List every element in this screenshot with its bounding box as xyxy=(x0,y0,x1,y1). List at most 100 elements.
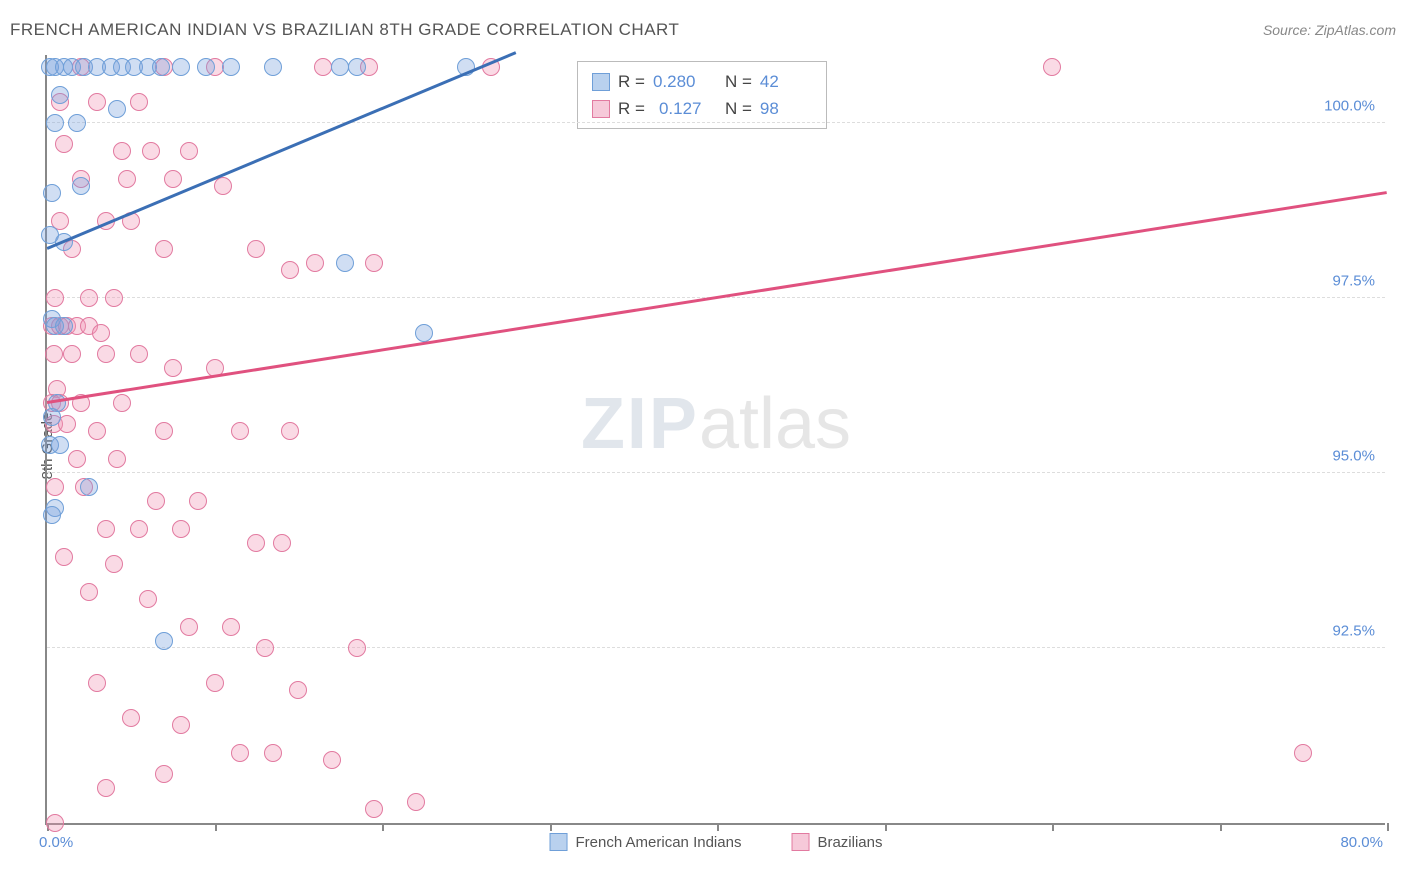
scatter-point xyxy=(68,450,86,468)
scatter-point xyxy=(1043,58,1061,76)
stats-r-value-1: 0.127 xyxy=(653,95,705,122)
scatter-point xyxy=(43,408,61,426)
legend-label-0: French American Indians xyxy=(576,834,742,851)
x-tick xyxy=(1387,823,1389,831)
x-tick xyxy=(215,823,217,831)
scatter-point xyxy=(281,261,299,279)
stats-r-value-0: 0.280 xyxy=(653,68,705,95)
scatter-point xyxy=(172,520,190,538)
scatter-point xyxy=(130,93,148,111)
scatter-point xyxy=(180,142,198,160)
scatter-point xyxy=(51,86,69,104)
scatter-point xyxy=(113,142,131,160)
y-tick-label: 92.5% xyxy=(1332,623,1375,640)
scatter-point xyxy=(314,58,332,76)
scatter-point xyxy=(130,345,148,363)
scatter-point xyxy=(55,317,73,335)
stats-n-label: N = xyxy=(725,68,752,95)
scatter-point xyxy=(92,324,110,342)
scatter-point xyxy=(222,618,240,636)
scatter-point xyxy=(164,170,182,188)
scatter-point xyxy=(130,520,148,538)
scatter-point xyxy=(222,58,240,76)
scatter-point xyxy=(45,345,63,363)
scatter-point xyxy=(336,254,354,272)
gridline-h xyxy=(47,122,1385,123)
scatter-point xyxy=(348,639,366,657)
stats-r-label: R = xyxy=(618,95,645,122)
scatter-point xyxy=(180,618,198,636)
scatter-point xyxy=(306,254,324,272)
scatter-point xyxy=(231,422,249,440)
scatter-point xyxy=(55,135,73,153)
scatter-point xyxy=(46,114,64,132)
stats-n-label: N = xyxy=(725,95,752,122)
scatter-point xyxy=(46,814,64,832)
scatter-point xyxy=(142,142,160,160)
legend-label-1: Brazilians xyxy=(817,834,882,851)
scatter-point xyxy=(113,394,131,412)
scatter-point xyxy=(105,289,123,307)
y-tick-label: 97.5% xyxy=(1332,273,1375,290)
scatter-point xyxy=(80,478,98,496)
scatter-point xyxy=(55,548,73,566)
legend-swatch-0 xyxy=(550,833,568,851)
stats-n-value-1: 98 xyxy=(760,95,812,122)
scatter-point xyxy=(331,58,349,76)
scatter-point xyxy=(264,744,282,762)
scatter-point xyxy=(118,170,136,188)
x-tick xyxy=(550,823,552,831)
source-attribution: Source: ZipAtlas.com xyxy=(1263,22,1396,38)
scatter-point xyxy=(155,422,173,440)
watermark: ZIPatlas xyxy=(581,383,851,465)
gridline-h xyxy=(47,647,1385,648)
scatter-point xyxy=(214,177,232,195)
scatter-point xyxy=(88,93,106,111)
scatter-point xyxy=(43,184,61,202)
scatter-point xyxy=(97,520,115,538)
scatter-point xyxy=(264,58,282,76)
title-bar: FRENCH AMERICAN INDIAN VS BRAZILIAN 8TH … xyxy=(10,20,1396,40)
scatter-point xyxy=(46,289,64,307)
scatter-point xyxy=(172,58,190,76)
legend-item-1: Brazilians xyxy=(791,833,882,851)
scatter-point xyxy=(105,555,123,573)
scatter-point xyxy=(147,492,165,510)
scatter-point xyxy=(80,583,98,601)
scatter-point xyxy=(365,254,383,272)
chart-title: FRENCH AMERICAN INDIAN VS BRAZILIAN 8TH … xyxy=(10,20,679,40)
scatter-point xyxy=(68,114,86,132)
scatter-point xyxy=(152,58,170,76)
scatter-point xyxy=(88,422,106,440)
scatter-plot-area: ZIPatlas R = 0.280 N = 42 R = 0.127 N = … xyxy=(45,55,1385,825)
legend-item-0: French American Indians xyxy=(550,833,742,851)
scatter-point xyxy=(88,674,106,692)
x-tick xyxy=(382,823,384,831)
scatter-point xyxy=(206,674,224,692)
scatter-point xyxy=(1294,744,1312,762)
scatter-point xyxy=(108,100,126,118)
scatter-point xyxy=(80,289,98,307)
scatter-point xyxy=(43,506,61,524)
scatter-point xyxy=(155,765,173,783)
watermark-atlas: atlas xyxy=(699,384,851,464)
y-tick-label: 100.0% xyxy=(1324,98,1375,115)
scatter-point xyxy=(189,492,207,510)
scatter-point xyxy=(108,450,126,468)
scatter-point xyxy=(172,716,190,734)
x-tick xyxy=(717,823,719,831)
correlation-stats-box: R = 0.280 N = 42 R = 0.127 N = 98 xyxy=(577,61,827,129)
scatter-point xyxy=(197,58,215,76)
scatter-point xyxy=(247,240,265,258)
scatter-point xyxy=(97,779,115,797)
stats-row-series-1: R = 0.127 N = 98 xyxy=(592,95,812,122)
scatter-point xyxy=(415,324,433,342)
bottom-legend: French American Indians Brazilians xyxy=(550,833,883,851)
scatter-point xyxy=(247,534,265,552)
x-axis-min-label: 0.0% xyxy=(39,834,73,851)
scatter-point xyxy=(122,709,140,727)
scatter-point xyxy=(155,632,173,650)
swatch-series-1 xyxy=(592,100,610,118)
scatter-point xyxy=(407,793,425,811)
legend-swatch-1 xyxy=(791,833,809,851)
